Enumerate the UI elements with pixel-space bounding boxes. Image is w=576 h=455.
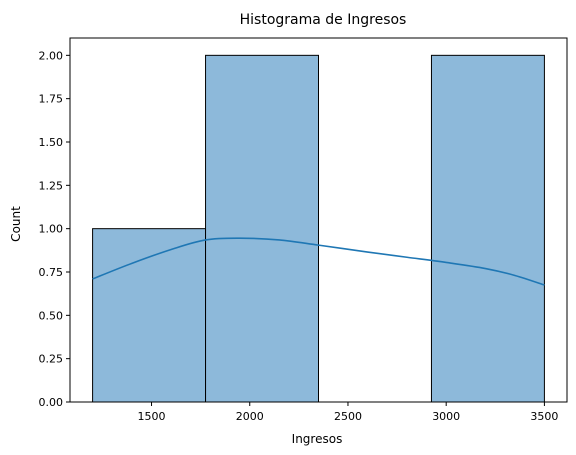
- y-tick-label: 0.25: [39, 353, 64, 366]
- kde-curve: [92, 237, 545, 286]
- histogram-bar-2: [205, 54, 319, 403]
- y-tick-label: 1.50: [39, 136, 64, 149]
- x-tick-label: 2500: [334, 410, 362, 423]
- plot-frame: [69, 37, 568, 403]
- chart-title: Histograma de Ingresos: [240, 12, 407, 28]
- x-tick-label: 2000: [236, 410, 264, 423]
- x-axis-label: Ingresos: [292, 432, 343, 446]
- y-tick-label: 1.00: [39, 223, 64, 236]
- x-tick-label: 3500: [530, 410, 558, 423]
- x-tick-label: 1500: [138, 410, 166, 423]
- y-axis-ticks: 0.00 0.25 0.50 0.75 1.00 1.25 1.50 1.75 2.00: [39, 49, 70, 409]
- bars-group: [92, 54, 545, 403]
- y-tick-label: 1.75: [39, 93, 64, 106]
- y-tick-label: 0.75: [39, 266, 64, 279]
- histogram-bar-1: [92, 228, 207, 403]
- y-tick-label: 1.25: [39, 179, 64, 192]
- y-tick-label: 0.00: [39, 396, 64, 409]
- y-tick-label: 2.00: [39, 49, 64, 62]
- y-tick-label: 0.50: [39, 309, 64, 322]
- axes-frame: [69, 37, 568, 403]
- histogram-bar-4: [430, 54, 545, 403]
- x-tick-label: 3000: [432, 410, 460, 423]
- y-axis-label: Count: [9, 206, 23, 242]
- x-axis-ticks: 1500 2000 2500 3000 3500: [138, 402, 558, 423]
